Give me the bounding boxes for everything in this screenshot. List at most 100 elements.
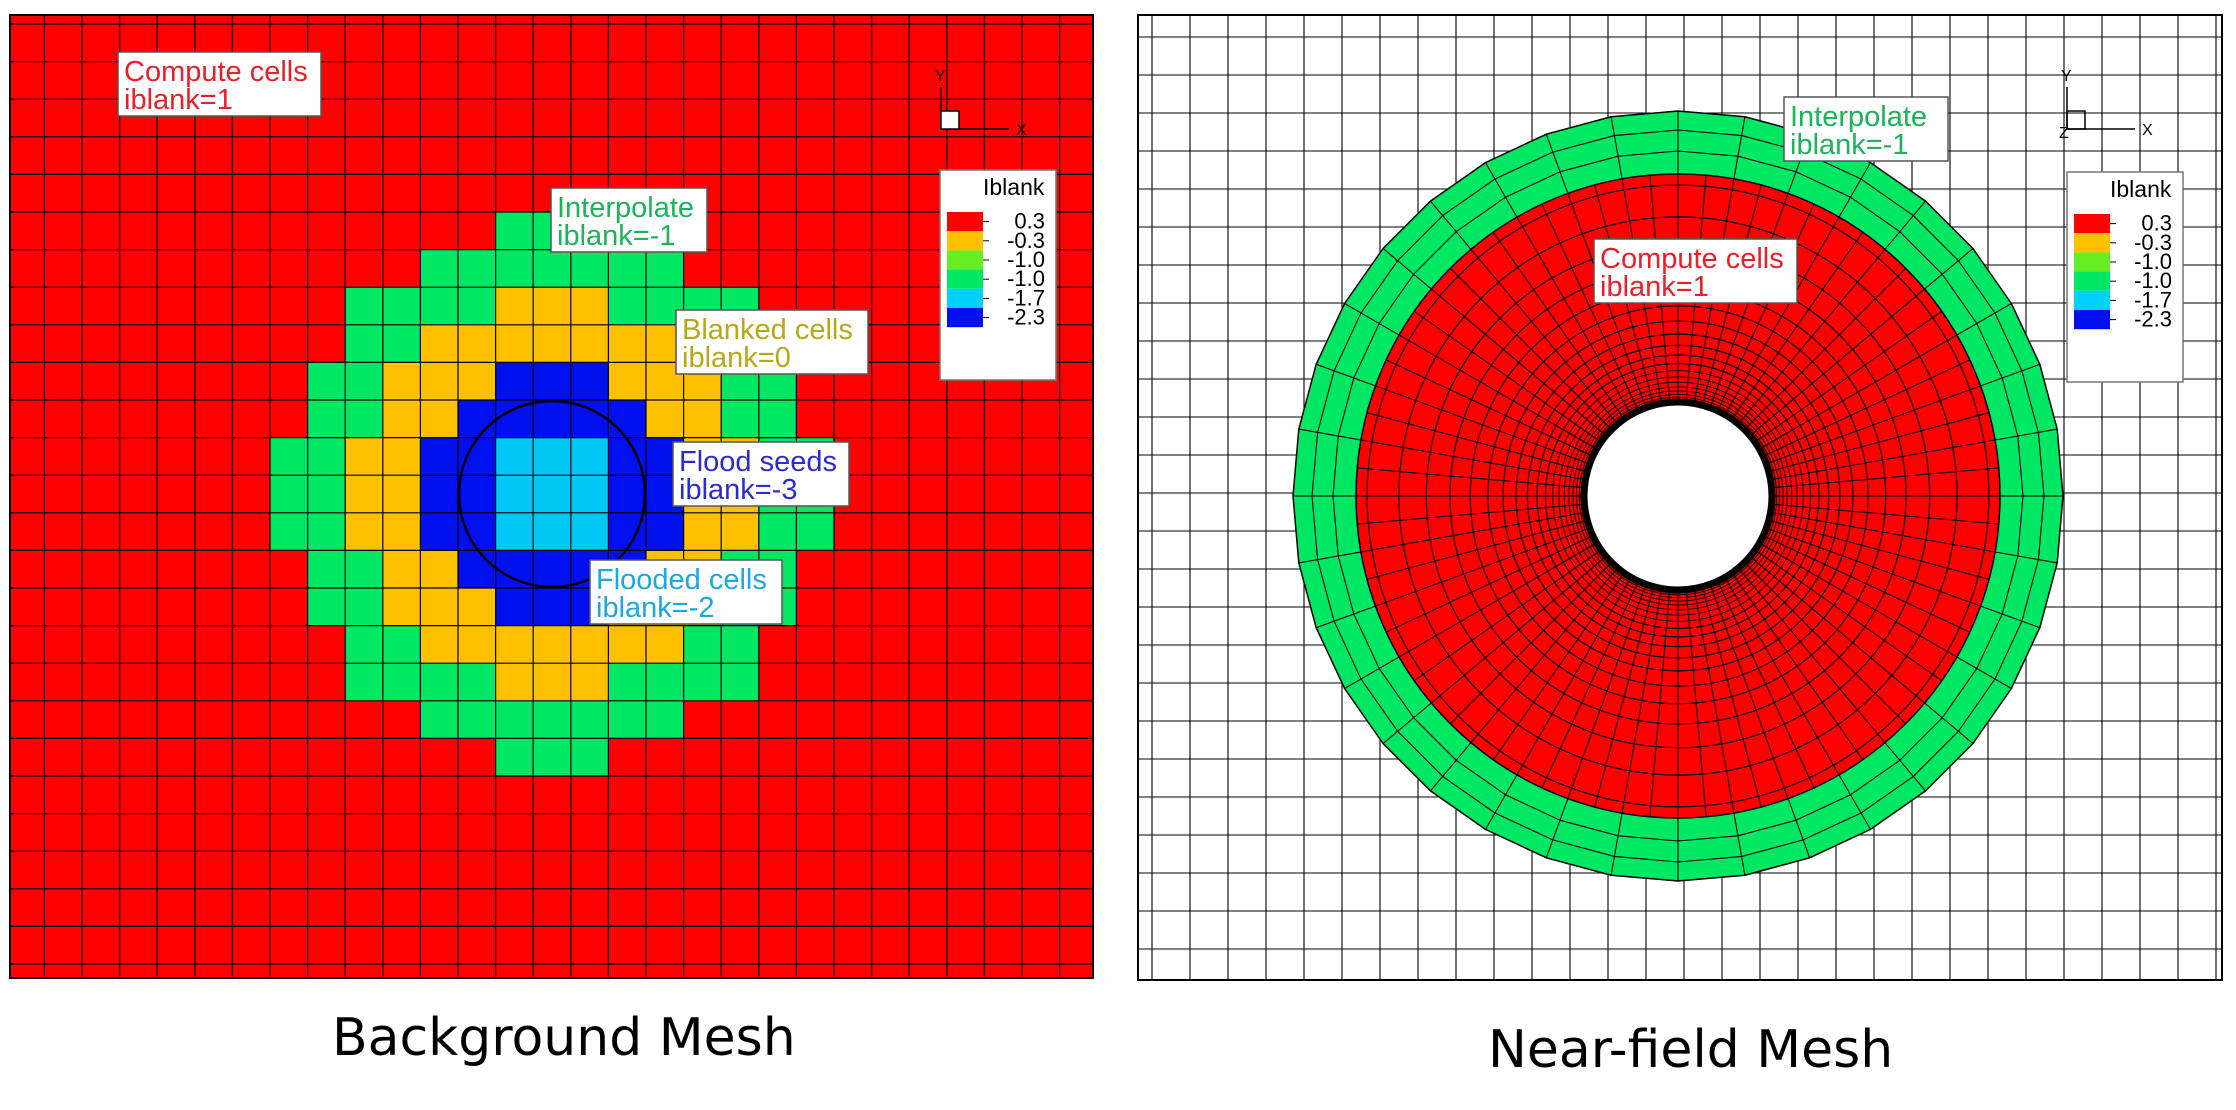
- mesh-spoke: [1771, 503, 1999, 525]
- interpolate-cell: [382, 663, 421, 701]
- interpolate-cell: [570, 700, 609, 739]
- mesh-spoke: [1485, 577, 1632, 830]
- legend-color-band: [947, 212, 983, 232]
- mesh-spoke: [1298, 428, 1586, 481]
- flood-seed-cell: [458, 400, 496, 438]
- blanked-cell: [495, 625, 534, 664]
- mesh-spoke: [1316, 363, 1590, 465]
- mesh-spoke: [1754, 310, 1943, 443]
- blanked-cell: [382, 512, 421, 551]
- flood-seed-cell: [533, 550, 571, 588]
- interpolate-cell: [608, 700, 646, 739]
- mesh-spoke: [1449, 562, 1612, 725]
- annotation-box: [1783, 96, 1949, 162]
- mesh-spoke: [1430, 200, 1619, 425]
- mesh-spoke: [1413, 310, 1602, 443]
- mesh-spoke: [1759, 303, 2012, 450]
- annotation-line: iblank=-1: [1790, 129, 1909, 161]
- flood-seed-cell: [608, 400, 646, 438]
- flood-seed-cell: [420, 512, 458, 551]
- flood-seed-cell: [458, 437, 496, 476]
- interpolate-cell: [345, 663, 383, 701]
- annotation-line: Flood seeds: [679, 446, 837, 478]
- interpolate-cell: [683, 663, 722, 701]
- blanked-cell: [458, 324, 496, 363]
- mesh-spoke: [1357, 467, 1585, 489]
- mesh-spoke: [1766, 527, 2040, 629]
- interpolate-cell: [270, 475, 308, 513]
- legend-color-band: [947, 288, 983, 308]
- flood-seed-cell: [495, 362, 534, 400]
- nearfield-frame: [1137, 14, 2223, 981]
- axis-triad: YX: [935, 68, 1027, 139]
- blanked-cell: [345, 437, 383, 476]
- interpolate-cell: [307, 512, 346, 551]
- interpolate-cell: [533, 700, 571, 739]
- interpolate-cell: [382, 625, 421, 664]
- blanked-cell: [382, 550, 421, 588]
- flood-seed-cell: [646, 512, 684, 551]
- mesh-spoke: [1709, 584, 1811, 858]
- blanked-cell: [608, 625, 646, 664]
- legend-color-band: [947, 269, 983, 289]
- blanked-cell: [570, 287, 609, 325]
- legend-title: Iblank: [983, 174, 1045, 200]
- x-axis-label: X: [2142, 122, 2153, 139]
- blanked-cell: [533, 324, 571, 363]
- interpolate-cell: [420, 663, 458, 701]
- mesh-spoke: [1737, 567, 1926, 792]
- mesh-spoke: [1366, 412, 1588, 473]
- interpolate-cell: [608, 663, 646, 701]
- blanked-cell: [533, 287, 571, 325]
- mesh-spoke: [1649, 589, 1671, 817]
- interpolate-cell: [458, 287, 496, 325]
- blanked-cell: [458, 362, 496, 400]
- background-grid: [10, 15, 1093, 978]
- interpolate-cell: [345, 362, 383, 400]
- interpolate-cell: [345, 625, 383, 664]
- blanked-cell: [495, 663, 534, 701]
- legend-tick-label: -1.7: [2134, 287, 2172, 312]
- interpolate-cell: [646, 663, 684, 701]
- interpolate-cell: [683, 625, 722, 664]
- blanked-cell: [495, 287, 534, 325]
- legend-tick-label: -0.3: [2134, 230, 2172, 255]
- mesh-spoke: [1731, 572, 1864, 761]
- flood-seed-cell: [533, 588, 571, 626]
- annotation-box: [1593, 238, 1798, 304]
- blanked-cell: [533, 663, 571, 701]
- interpolate-cell: [570, 738, 609, 776]
- flooded-cell: [495, 437, 534, 476]
- annotation-box: [117, 51, 322, 117]
- interpolate-cell: [420, 249, 458, 288]
- interpolate-cell: [721, 400, 759, 438]
- mesh-spoke: [1768, 519, 1990, 580]
- blanked-cell: [495, 324, 534, 363]
- mesh-spoke: [1298, 511, 1586, 564]
- flooded-cell: [495, 475, 534, 513]
- blanked-cell: [458, 625, 496, 664]
- blanked-cell: [382, 588, 421, 626]
- mesh-spoke: [1693, 588, 1746, 876]
- interpolate-cell: [307, 550, 346, 588]
- flood-seed-cell: [608, 475, 646, 513]
- axis-plane-box: [2066, 110, 2086, 130]
- annotation-box: [550, 187, 708, 253]
- mesh-spoke: [1344, 542, 1597, 689]
- flood-seed-cell: [420, 437, 458, 476]
- y-axis-label: Y: [935, 68, 946, 85]
- interpolate-cell: [533, 249, 571, 288]
- blanked-cell: [345, 512, 383, 551]
- interpolate-cell: [458, 663, 496, 701]
- interpolate-cell: [345, 588, 383, 626]
- interpolate-cell: [270, 512, 308, 551]
- mesh-spoke: [1492, 572, 1625, 761]
- flood-seed-cell: [458, 512, 496, 551]
- annotation-line: Interpolate: [1790, 101, 1927, 133]
- mesh-spoke: [1610, 588, 1663, 876]
